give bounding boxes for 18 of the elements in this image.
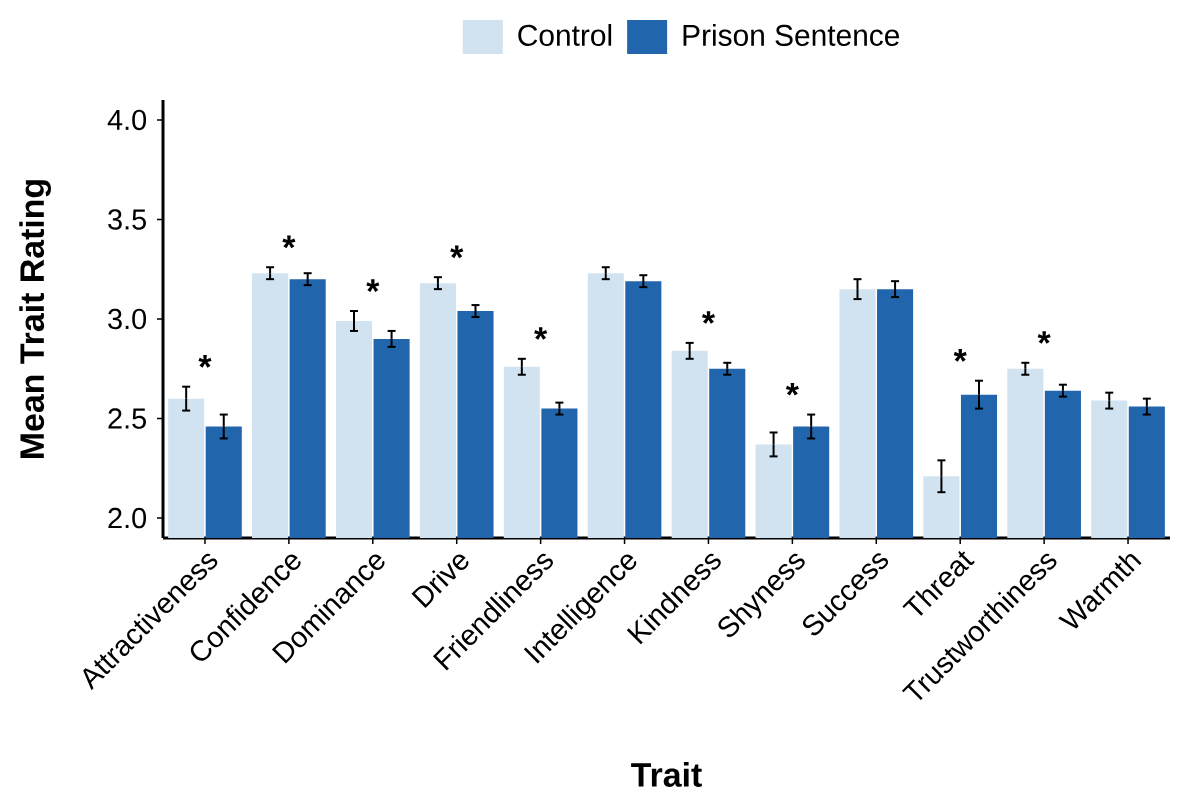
y-tick-label: 2.0 bbox=[108, 508, 147, 529]
legend-label: Control bbox=[518, 24, 612, 47]
y-tick-label: 3.0 bbox=[108, 308, 147, 330]
annotation: * bbox=[366, 279, 380, 293]
x-axis-title: Trait bbox=[631, 762, 702, 788]
annotation: * bbox=[1037, 331, 1051, 344]
annotation: * bbox=[534, 327, 548, 340]
legend-label: Prison Sentence bbox=[683, 24, 900, 47]
y-axis-title: Mean Trait Rating bbox=[19, 180, 51, 459]
annotation: * bbox=[701, 311, 716, 325]
y-tick-label: 3.5 bbox=[108, 209, 146, 230]
annotation: * bbox=[198, 355, 212, 368]
annotation: * bbox=[282, 235, 296, 249]
y-tick-label: 2.5 bbox=[108, 408, 146, 429]
annotation: * bbox=[450, 245, 464, 259]
y-tick-label: 4.0 bbox=[107, 109, 147, 131]
annotation: * bbox=[785, 383, 799, 396]
annotation: * bbox=[953, 349, 967, 362]
